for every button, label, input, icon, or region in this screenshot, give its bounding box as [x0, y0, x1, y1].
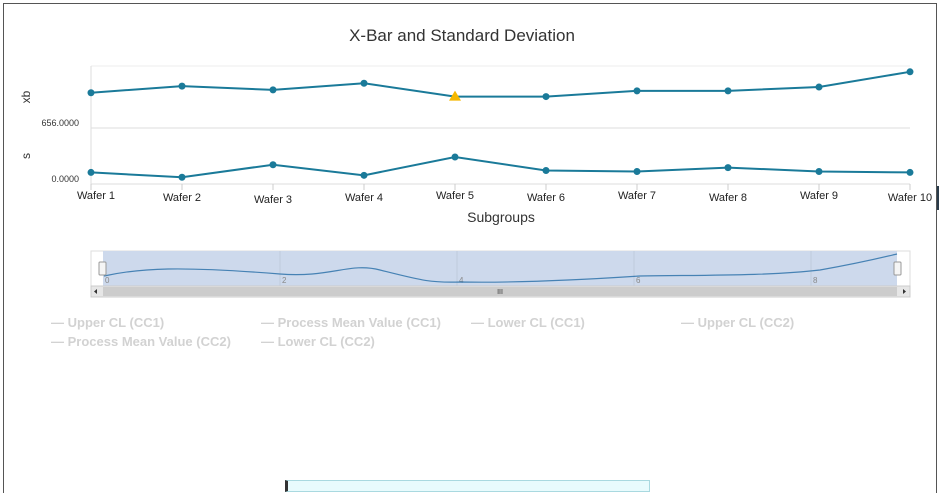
data-point-s [542, 167, 550, 174]
x-tick-label: Wafer 4 [345, 192, 383, 204]
ytick-xb: 656.0000 [41, 118, 79, 128]
data-point-s [178, 173, 186, 181]
legend-item[interactable]: — Process Mean Value (CC1) [261, 315, 441, 330]
legend-item[interactable]: — Upper CL (CC1) [51, 315, 165, 330]
navigator-tick-label: 4 [459, 276, 464, 285]
scroll-left-arrow-icon[interactable] [94, 289, 97, 294]
scrollbar-thumb[interactable] [103, 287, 897, 296]
data-point-s [360, 171, 368, 179]
data-point-xb [815, 83, 823, 91]
data-point-xb [633, 87, 641, 95]
navigator-tick-label: 2 [282, 276, 287, 285]
data-point-xb [542, 93, 550, 101]
navigator-tick-label: 0 [105, 276, 110, 285]
flagged-point-xb [449, 90, 461, 101]
ylabel-s: s [19, 153, 33, 159]
legend-item[interactable]: — Process Mean Value (CC2) [51, 334, 231, 349]
data-point-s [451, 153, 459, 161]
navigator-tick-label: 6 [636, 276, 641, 285]
chart-container [3, 3, 937, 493]
x-tick-label: Wafer 10 [888, 192, 932, 204]
series-line-s [90, 155, 911, 179]
data-point-xb [87, 89, 95, 97]
ytick-s: 0.0000 [51, 174, 79, 184]
data-point-xb [724, 87, 732, 95]
tooltip-box [285, 480, 650, 492]
scrollbar-grip-icon: III [497, 289, 503, 296]
x-axis-title: Subgroups [467, 209, 535, 225]
data-point-xb [269, 86, 277, 94]
data-point-s [815, 167, 823, 175]
x-tick-label: Wafer 9 [800, 190, 838, 202]
data-point-xb [906, 68, 914, 76]
navigator-selection[interactable] [103, 251, 897, 286]
scroll-right-arrow-icon[interactable] [903, 289, 906, 294]
data-point-s [269, 161, 277, 169]
data-point-s [87, 168, 95, 176]
series-line-xb [90, 70, 911, 98]
data-point-xb [360, 79, 368, 87]
x-tick-label: Wafer 5 [436, 190, 474, 202]
data-point-xb [178, 82, 186, 90]
chart-title: X-Bar and Standard Deviation [349, 26, 575, 45]
navigator-tick-label: 8 [813, 276, 818, 285]
x-tick-label: Wafer 1 [77, 190, 115, 202]
x-tick-label: Wafer 7 [618, 190, 656, 202]
x-tick-label: Wafer 2 [163, 192, 201, 204]
data-point-s [633, 167, 641, 175]
navigator-left-handle[interactable] [98, 261, 107, 276]
legend-item[interactable]: — Lower CL (CC2) [261, 334, 375, 349]
data-point-s [906, 168, 914, 176]
legend-item[interactable]: — Upper CL (CC2) [681, 315, 795, 330]
x-tick-label: Wafer 3 [254, 194, 292, 206]
navigator-right-handle[interactable] [893, 261, 902, 276]
ylabel-xb: xb [19, 90, 33, 103]
x-tick-label: Wafer 6 [527, 192, 565, 204]
legend-item[interactable]: — Lower CL (CC1) [471, 315, 585, 330]
data-point-s [724, 164, 732, 172]
x-tick-label: Wafer 8 [709, 192, 747, 204]
navigator-series-line [103, 253, 898, 283]
resize-marker [937, 186, 939, 210]
